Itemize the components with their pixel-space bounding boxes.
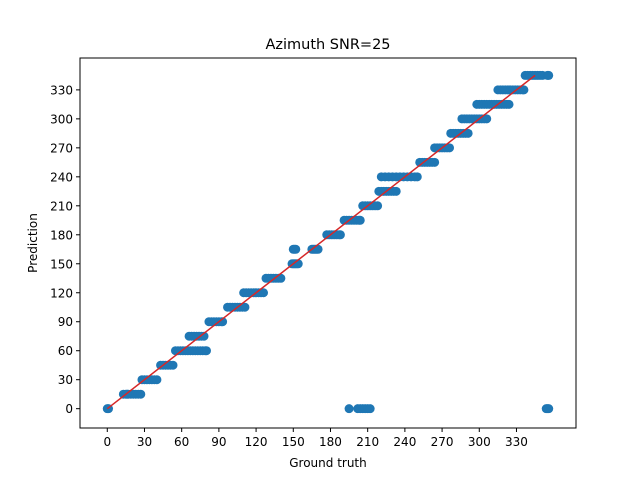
data-point-160 — [463, 128, 473, 138]
chart-title: Azimuth SNR=25 — [265, 37, 390, 53]
data-point-105 — [355, 215, 365, 225]
x-tick-label-180: 180 — [319, 435, 342, 449]
data-point-84 — [291, 244, 301, 254]
x-tick-label-120: 120 — [245, 435, 268, 449]
data-point-9 — [136, 389, 146, 399]
data-point-23 — [168, 360, 178, 370]
y-tick-label-180: 180 — [50, 228, 73, 242]
fit-line-layer — [106, 74, 536, 410]
data-point-17 — [152, 375, 162, 385]
data-point-152 — [445, 143, 455, 153]
data-point-51 — [218, 317, 228, 327]
plot-frame — [79, 57, 577, 429]
data-point-106 — [344, 404, 354, 414]
x-tick-label-90: 90 — [211, 435, 226, 449]
x-tick-label-300: 300 — [468, 435, 491, 449]
data-point-97 — [335, 230, 345, 240]
y-tick-label-90: 90 — [58, 315, 73, 329]
data-point-138 — [412, 172, 422, 182]
data-point-59 — [240, 302, 250, 312]
data-point-171 — [482, 114, 492, 124]
x-axis: 0 30 60 90 120 150 180 210 240 270 300 330 — [103, 428, 528, 449]
y-tick-label-120: 120 — [50, 286, 73, 300]
y-tick-label-30: 30 — [58, 373, 73, 387]
data-point-44 — [199, 331, 209, 341]
y-tick-label-240: 240 — [50, 170, 73, 184]
x-tick-label-30: 30 — [137, 435, 152, 449]
data-point-197 — [519, 85, 529, 95]
data-point-112 — [365, 404, 375, 414]
y-tick-label-270: 270 — [50, 141, 73, 155]
x-tick-label-270: 270 — [431, 435, 454, 449]
y-tick-label-60: 60 — [58, 344, 73, 358]
y-axis: 0 30 60 90 120 150 180 210 240 270 300 330 — [50, 83, 80, 416]
x-tick-label-150: 150 — [282, 435, 305, 449]
data-point-127 — [391, 186, 401, 196]
data-point-185 — [504, 99, 514, 109]
data-point-145 — [430, 157, 440, 167]
x-tick-label-60: 60 — [174, 435, 189, 449]
y-tick-label-150: 150 — [50, 257, 73, 271]
x-tick-label-0: 0 — [103, 435, 111, 449]
y-tick-label-0: 0 — [65, 402, 73, 416]
y-tick-label-210: 210 — [50, 199, 73, 213]
y-axis-label: Prediction — [26, 213, 40, 273]
y-tick-label-300: 300 — [50, 112, 73, 126]
x-axis-label: Ground truth — [289, 456, 367, 470]
data-point-210 — [544, 404, 554, 414]
data-point-207 — [544, 70, 554, 80]
x-tick-label-330: 330 — [505, 435, 528, 449]
data-point-68 — [259, 288, 269, 298]
data-point-119 — [373, 201, 383, 211]
fit-line — [106, 74, 536, 410]
x-tick-label-210: 210 — [356, 435, 379, 449]
points-layer — [102, 70, 554, 414]
x-tick-label-240: 240 — [393, 435, 416, 449]
data-point-37 — [201, 346, 211, 356]
y-tick-label-330: 330 — [50, 83, 73, 97]
